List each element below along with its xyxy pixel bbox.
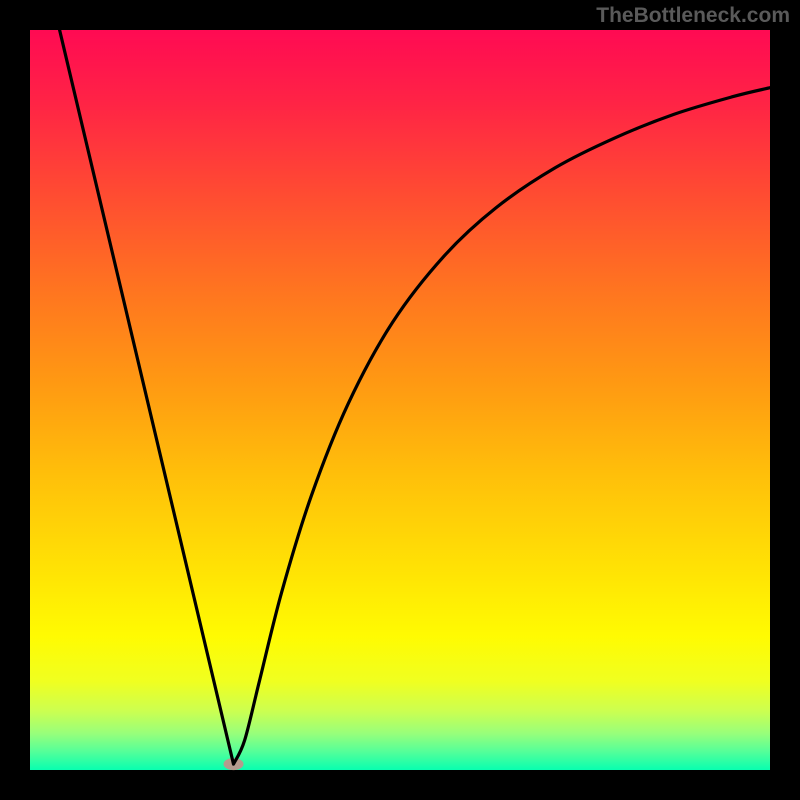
chart-svg: [0, 0, 800, 800]
plot-background: [30, 30, 770, 770]
watermark-text: TheBottleneck.com: [596, 4, 790, 28]
bottleneck-chart: TheBottleneck.com: [0, 0, 800, 800]
